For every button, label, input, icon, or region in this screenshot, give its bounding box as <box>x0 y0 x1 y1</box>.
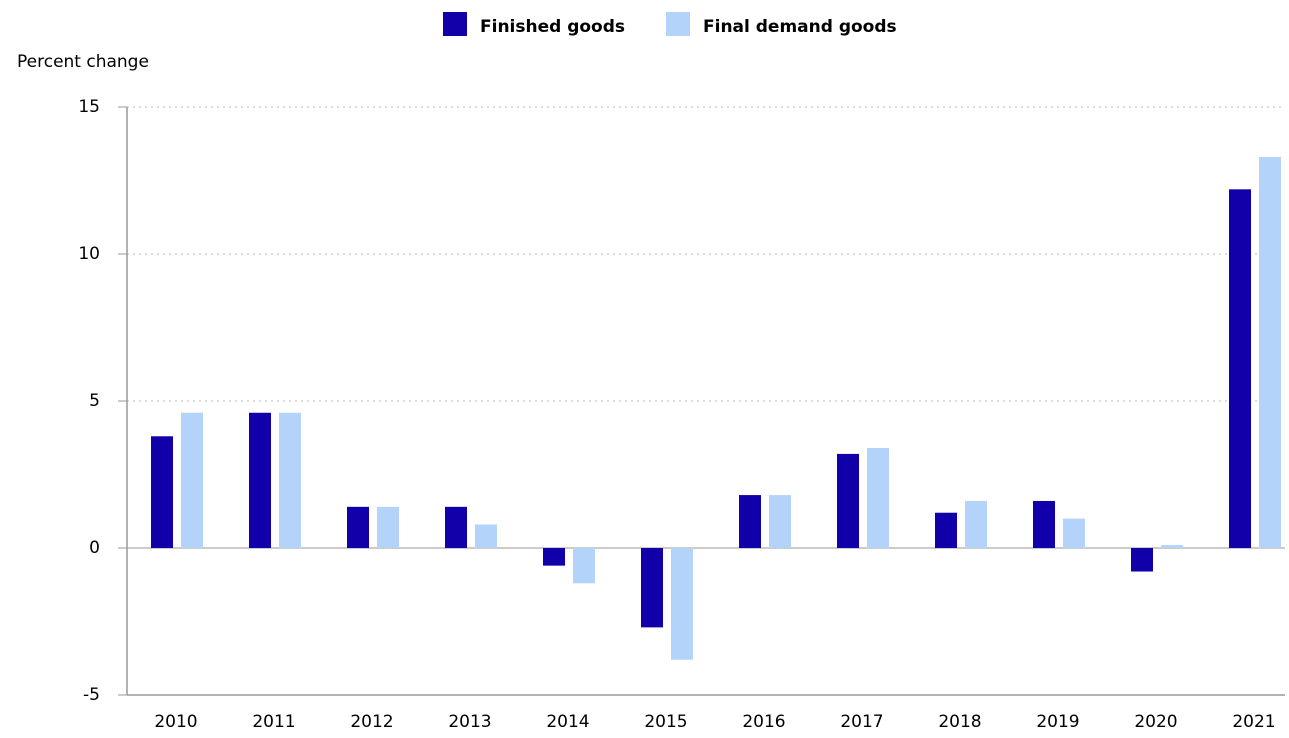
legend-swatch <box>443 12 467 36</box>
legend-label: Final demand goods <box>703 17 897 37</box>
bar <box>475 524 497 548</box>
bar <box>573 548 595 584</box>
bar <box>739 495 761 548</box>
y-tick-label: -5 <box>83 685 100 705</box>
bar <box>151 436 173 548</box>
bar <box>1131 548 1153 572</box>
bar <box>279 412 301 548</box>
x-tick-label: 2019 <box>1036 712 1079 732</box>
x-tick-label: 2010 <box>154 712 197 732</box>
bar <box>1063 518 1085 548</box>
bar <box>1229 189 1251 548</box>
bar <box>1259 156 1281 549</box>
legend-swatch <box>666 12 690 36</box>
x-tick-label: 2020 <box>1134 712 1177 732</box>
bar <box>543 548 565 566</box>
y-tick-label: 5 <box>89 391 100 411</box>
bar <box>671 548 693 660</box>
x-tick-label: 2021 <box>1232 712 1275 732</box>
y-tick-label: 15 <box>78 97 100 117</box>
x-tick-label: 2017 <box>840 712 883 732</box>
bar <box>837 453 859 548</box>
x-tick-label: 2011 <box>252 712 295 732</box>
x-tick-label: 2013 <box>448 712 491 732</box>
bar <box>769 495 791 548</box>
bar <box>1033 500 1055 548</box>
legend-label: Finished goods <box>480 17 625 37</box>
bar <box>377 506 399 548</box>
x-tick-label: 2014 <box>546 712 589 732</box>
x-tick-label: 2018 <box>938 712 981 732</box>
x-tick-label: 2012 <box>350 712 393 732</box>
bar <box>867 448 889 548</box>
bar <box>347 506 369 548</box>
bar <box>445 506 467 548</box>
y-axis-label: Percent change <box>17 52 149 72</box>
y-tick-label: 0 <box>89 538 100 558</box>
bar <box>935 512 957 548</box>
bar <box>249 412 271 548</box>
bar <box>1161 545 1183 548</box>
y-tick-label: 10 <box>78 244 100 264</box>
bar <box>965 500 987 548</box>
bar <box>181 412 203 548</box>
x-tick-label: 2016 <box>742 712 785 732</box>
x-tick-label: 2015 <box>644 712 687 732</box>
bar <box>641 548 663 628</box>
